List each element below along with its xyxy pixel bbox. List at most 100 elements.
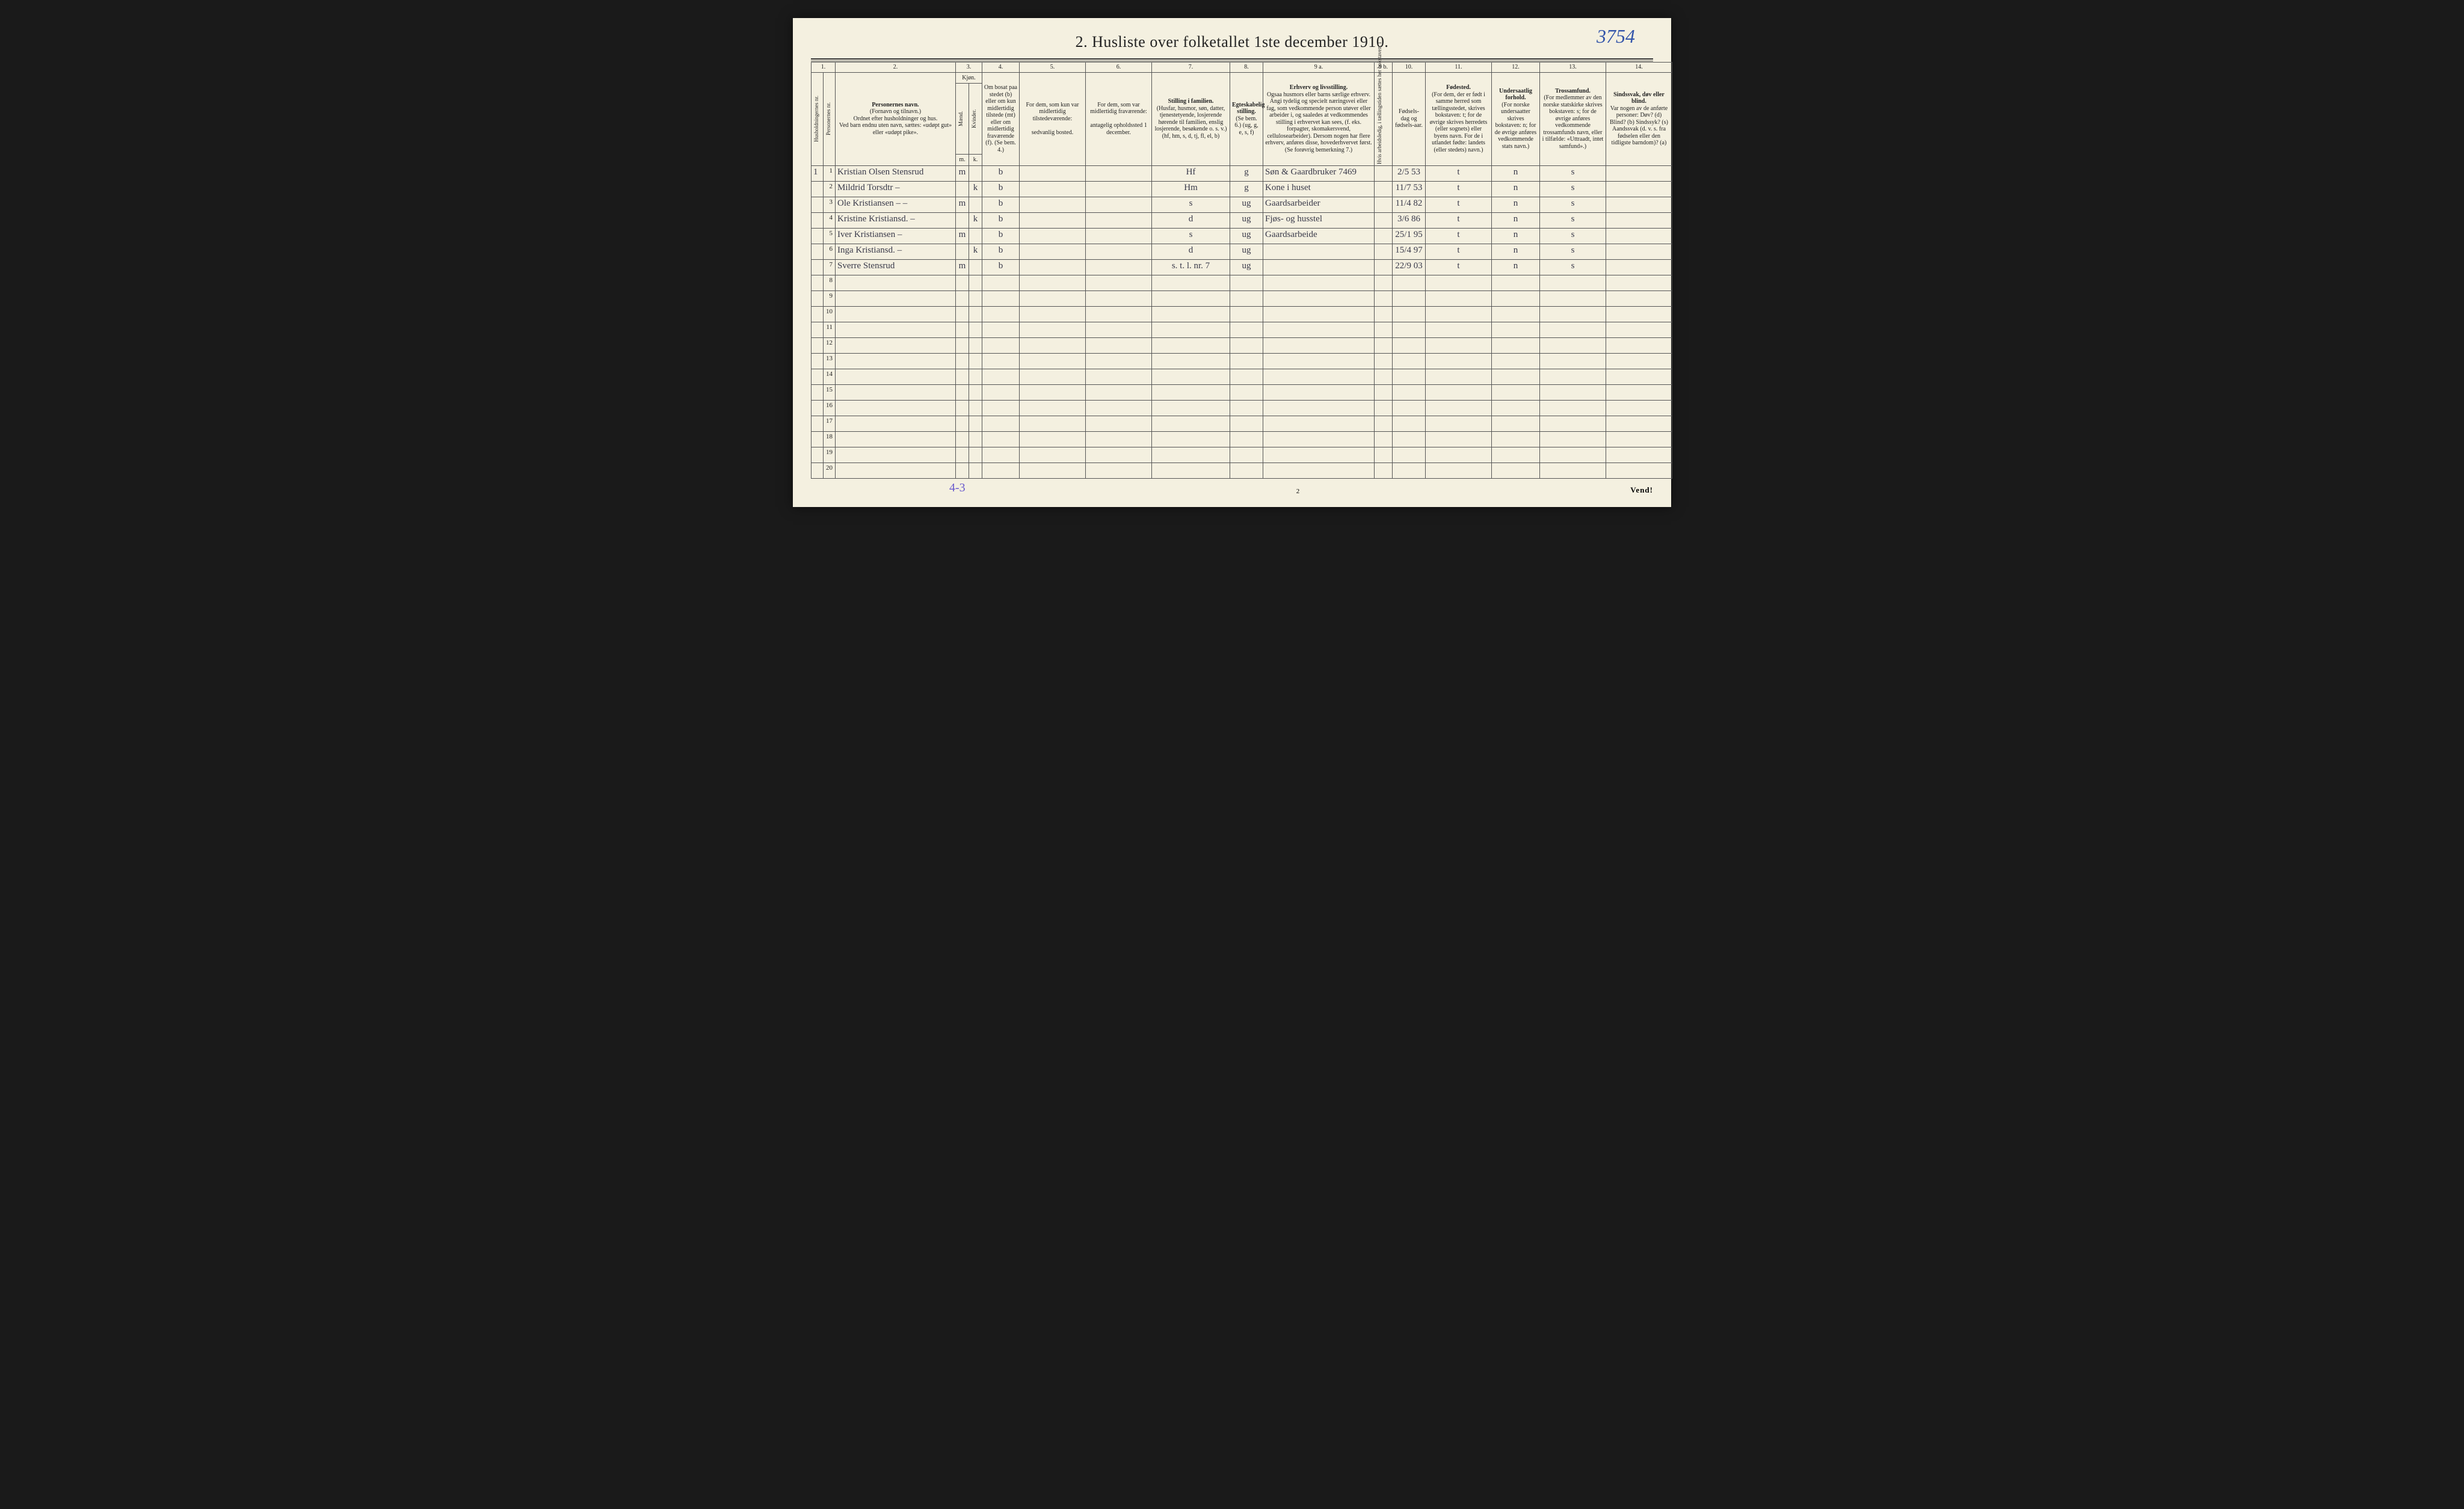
cell-c9b <box>1375 212 1393 228</box>
col-num: 1. <box>812 63 836 73</box>
cell-empty <box>1426 290 1492 306</box>
cell-empty <box>836 306 956 322</box>
cell-erhverv <box>1263 244 1375 259</box>
cell-empty <box>1152 447 1230 463</box>
cell-empty <box>1375 416 1393 431</box>
cell-empty <box>1375 337 1393 353</box>
cell-empty <box>982 431 1020 447</box>
cell-m: m <box>956 165 969 181</box>
cell-empty <box>1606 447 1672 463</box>
cell-empty <box>1152 337 1230 353</box>
cell-empty <box>1393 275 1426 290</box>
cell-empty <box>982 306 1020 322</box>
cell-name: Inga Kristiansd. – <box>836 244 956 259</box>
cell-empty <box>1086 431 1152 447</box>
cell-k <box>969 259 982 275</box>
col-header-fodested: Fødested. (For dem, der er født i samme … <box>1426 72 1492 165</box>
cell-empty <box>1152 400 1230 416</box>
cell-empty <box>836 290 956 306</box>
cell-household <box>812 197 824 212</box>
cell-empty <box>969 306 982 322</box>
cell-household <box>812 353 824 369</box>
cell-empty <box>1426 306 1492 322</box>
cell-empty <box>969 322 982 337</box>
cell-empty <box>836 447 956 463</box>
col-header-household-nr: Husholdningernes nr. <box>812 72 824 165</box>
cell-empty <box>1393 290 1426 306</box>
cell-empty <box>1393 306 1426 322</box>
cell-empty <box>982 275 1020 290</box>
table-row: 16 <box>812 400 1672 416</box>
cell-c9b <box>1375 165 1393 181</box>
cell-empty <box>1426 369 1492 384</box>
cell-tros: s <box>1540 228 1606 244</box>
cell-empty <box>982 290 1020 306</box>
cell-empty <box>1606 384 1672 400</box>
cell-empty <box>1393 337 1426 353</box>
cell-empty <box>1152 322 1230 337</box>
cell-empty <box>836 353 956 369</box>
col-header-bosat: Om bosat paa stedet (b) eller om kun mid… <box>982 72 1020 165</box>
cell-stilling: d <box>1152 244 1230 259</box>
rule <box>811 58 1653 60</box>
cell-empty <box>1375 306 1393 322</box>
cell-empty <box>1375 369 1393 384</box>
cell-c5 <box>1020 212 1086 228</box>
cell-empty <box>1230 384 1263 400</box>
cell-empty <box>969 416 982 431</box>
cell-empty <box>836 431 956 447</box>
cell-under: n <box>1492 228 1540 244</box>
cell-empty <box>836 416 956 431</box>
col-num: 5. <box>1020 63 1086 73</box>
cell-bosat: b <box>982 228 1020 244</box>
cell-empty <box>956 416 969 431</box>
cell-egte: ug <box>1230 244 1263 259</box>
cell-person-nr: 11 <box>824 322 836 337</box>
cell-empty <box>1230 290 1263 306</box>
cell-stilling: s <box>1152 228 1230 244</box>
census-table: 1. 2. 3. 4. 5. 6. 7. 8. 9 a. 9 b. 10. 11… <box>811 62 1672 479</box>
cell-c9b <box>1375 244 1393 259</box>
cell-c6 <box>1086 165 1152 181</box>
cell-empty <box>1230 431 1263 447</box>
cell-empty <box>1492 275 1540 290</box>
cell-k: k <box>969 181 982 197</box>
cell-empty <box>969 337 982 353</box>
cell-stilling: d <box>1152 212 1230 228</box>
cell-empty <box>982 337 1020 353</box>
cell-empty <box>1540 275 1606 290</box>
cell-empty <box>1152 384 1230 400</box>
col-num: 9 a. <box>1263 63 1375 73</box>
cell-tros: s <box>1540 244 1606 259</box>
cell-empty <box>956 306 969 322</box>
cell-empty <box>1230 447 1263 463</box>
cell-c6 <box>1086 212 1152 228</box>
cell-c9b <box>1375 228 1393 244</box>
cell-empty <box>969 400 982 416</box>
cell-empty <box>1020 353 1086 369</box>
col-num: 3. <box>956 63 982 73</box>
cell-k: k <box>969 244 982 259</box>
cell-bosat: b <box>982 165 1020 181</box>
cell-empty <box>1263 290 1375 306</box>
cell-empty <box>969 369 982 384</box>
cell-empty <box>1152 369 1230 384</box>
page-footer: 4-3 2 Vend! <box>811 481 1653 495</box>
cell-empty <box>1020 431 1086 447</box>
cell-empty <box>1492 353 1540 369</box>
col-num: 8. <box>1230 63 1263 73</box>
cell-empty <box>969 384 982 400</box>
cell-empty <box>1263 369 1375 384</box>
cell-empty <box>1020 400 1086 416</box>
cell-empty <box>1020 322 1086 337</box>
page-number: 2 <box>966 488 1631 495</box>
cell-egte: ug <box>1230 228 1263 244</box>
cell-c5 <box>1020 197 1086 212</box>
page-title: 2. Husliste over folketallet 1ste decemb… <box>811 33 1653 51</box>
cell-person-nr: 2 <box>824 181 836 197</box>
cell-tros: s <box>1540 197 1606 212</box>
cell-fodested: t <box>1426 165 1492 181</box>
cell-stilling: Hm <box>1152 181 1230 197</box>
cell-empty <box>836 322 956 337</box>
table-row: 17 <box>812 416 1672 431</box>
